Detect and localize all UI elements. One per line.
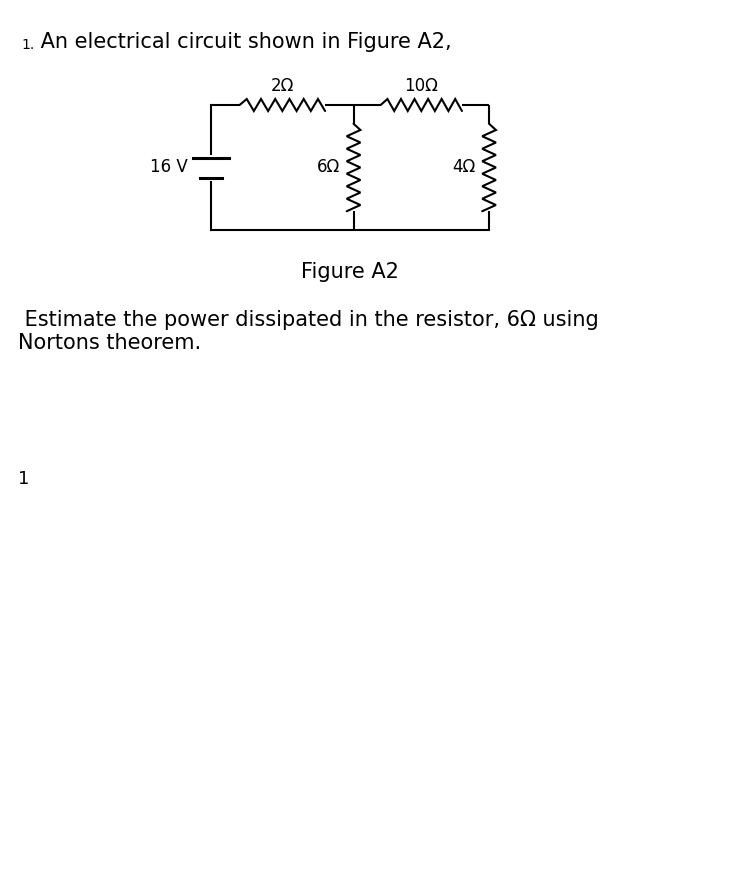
Text: 1: 1 <box>18 470 29 488</box>
Text: Figure A2: Figure A2 <box>302 262 399 282</box>
Text: 2Ω: 2Ω <box>271 77 294 95</box>
Text: 10Ω: 10Ω <box>404 77 438 95</box>
Text: An electrical circuit shown in Figure A2,: An electrical circuit shown in Figure A2… <box>34 32 452 52</box>
Text: 6Ω: 6Ω <box>316 158 340 177</box>
Text: 1.: 1. <box>22 38 34 52</box>
Text: Estimate the power dissipated in the resistor, 6Ω using
Nortons theorem.: Estimate the power dissipated in the res… <box>18 310 598 354</box>
Text: 4Ω: 4Ω <box>452 158 476 177</box>
Text: 16 V: 16 V <box>150 158 188 177</box>
